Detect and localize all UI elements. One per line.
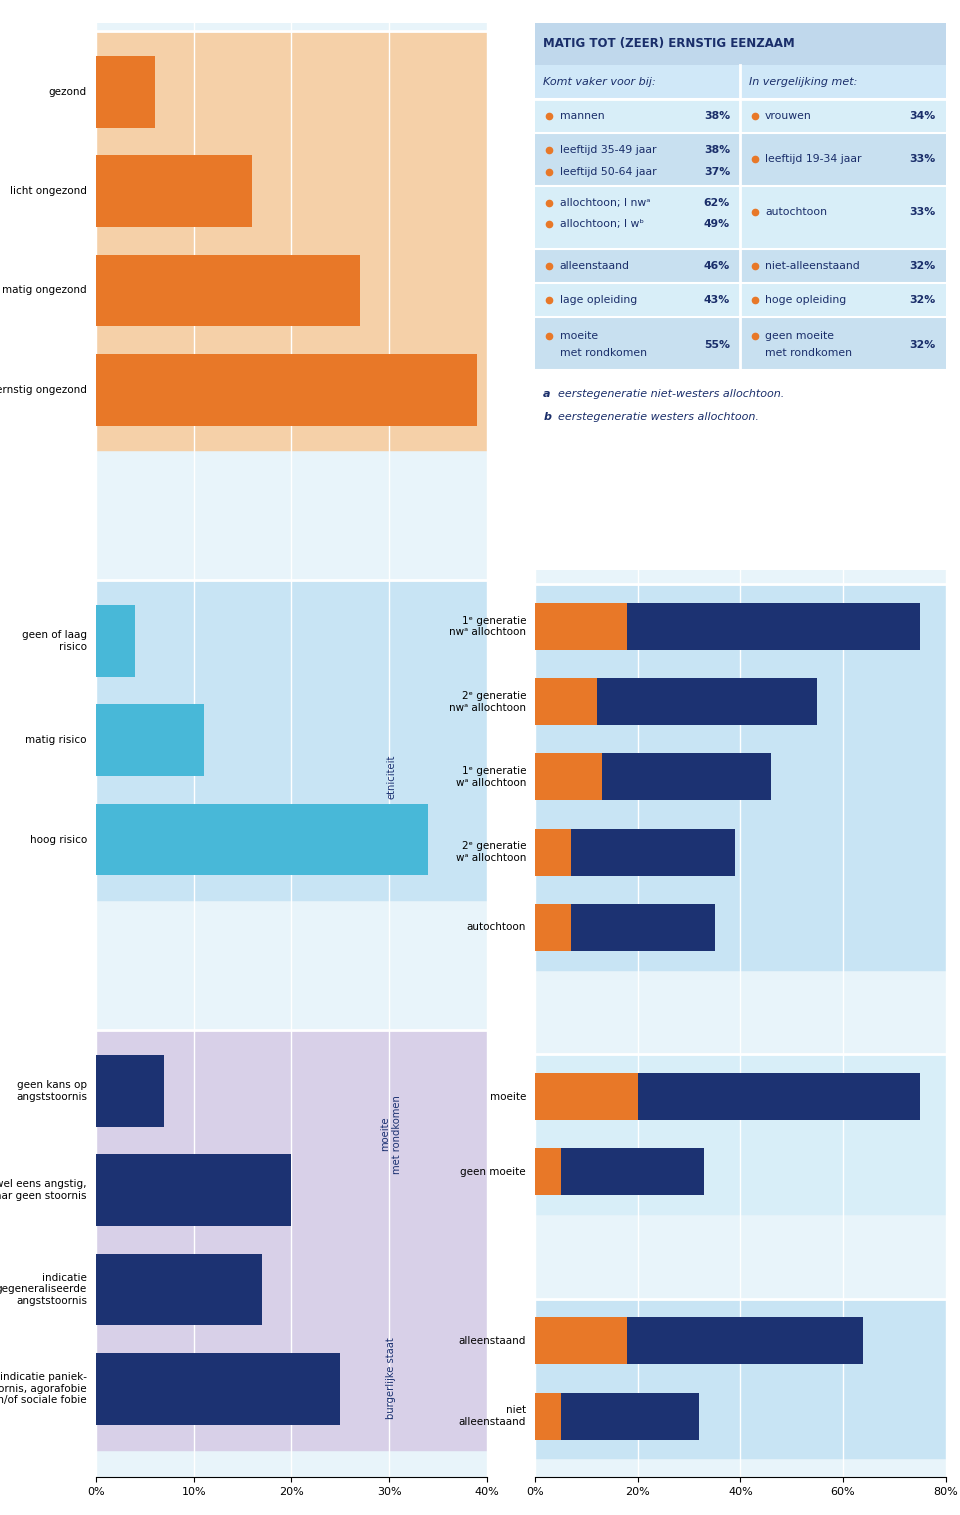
Bar (96, 1154, 292, 1226)
Bar (535, 1073, 637, 1120)
FancyBboxPatch shape (740, 133, 946, 186)
Text: 37%: 37% (704, 167, 730, 177)
Bar (96, 155, 252, 227)
Bar (535, 904, 571, 951)
Bar (561, 1392, 699, 1439)
Text: 43%: 43% (704, 295, 730, 305)
Text: mannen: mannen (560, 112, 605, 121)
Bar (96, 355, 477, 426)
Text: In vergelijking met:: In vergelijking met: (749, 77, 857, 86)
Text: autochtoon: autochtoon (765, 208, 827, 217)
Text: hoge opleiding: hoge opleiding (765, 295, 846, 305)
Bar (96, 704, 204, 776)
FancyBboxPatch shape (535, 133, 740, 186)
Text: 38%: 38% (704, 112, 730, 121)
Bar (96, 1054, 164, 1127)
FancyBboxPatch shape (740, 248, 946, 283)
Bar (571, 904, 714, 951)
Bar (96, 804, 428, 876)
Bar (628, 1318, 863, 1365)
Bar (96, 30, 487, 450)
Text: moeite
met rondkomen: moeite met rondkomen (380, 1095, 402, 1174)
Text: eerstegeneratie niet-westers allochtoon.: eerstegeneratie niet-westers allochtoon. (558, 388, 784, 398)
Bar (535, 1298, 946, 1459)
Text: 32%: 32% (909, 261, 935, 271)
Bar (535, 679, 597, 726)
Text: b: b (543, 412, 551, 423)
Text: met rondkomen: met rondkomen (560, 348, 647, 358)
Text: 38%: 38% (704, 145, 730, 155)
Text: 62%: 62% (704, 197, 730, 208)
Bar (96, 580, 487, 900)
Bar (96, 255, 360, 326)
Bar (561, 1148, 705, 1195)
Text: etniciteit: etniciteit (386, 754, 396, 800)
Text: a: a (543, 388, 551, 398)
Bar (535, 1054, 946, 1214)
Text: niet-alleenstaand: niet-alleenstaand (765, 261, 860, 271)
Bar (535, 1148, 561, 1195)
Text: burgerlijke staat: burgerlijke staat (386, 1338, 396, 1420)
Text: MATIG TOT (ZEER) ERNSTIG EENZAAM: MATIG TOT (ZEER) ERNSTIG EENZAAM (543, 38, 795, 50)
FancyBboxPatch shape (535, 98, 740, 133)
Bar (535, 753, 602, 800)
Text: 32%: 32% (909, 339, 935, 350)
FancyBboxPatch shape (535, 283, 740, 317)
Text: 33%: 33% (909, 208, 935, 217)
Text: 46%: 46% (704, 261, 730, 271)
Bar (597, 679, 817, 726)
FancyBboxPatch shape (535, 23, 946, 65)
Text: 32%: 32% (909, 295, 935, 305)
FancyBboxPatch shape (535, 65, 946, 98)
Text: moeite: moeite (560, 330, 598, 341)
Text: 49%: 49% (704, 220, 730, 229)
FancyBboxPatch shape (740, 283, 946, 317)
Text: Komt vaker voor bij:: Komt vaker voor bij: (543, 77, 656, 86)
FancyBboxPatch shape (535, 186, 740, 248)
Bar (535, 585, 946, 970)
Text: met rondkomen: met rondkomen (765, 348, 852, 358)
Text: 55%: 55% (704, 339, 730, 350)
Text: lage opleiding: lage opleiding (560, 295, 636, 305)
Bar (96, 1353, 341, 1424)
Text: leeftijd 50-64 jaar: leeftijd 50-64 jaar (560, 167, 657, 177)
Bar (535, 603, 628, 650)
FancyBboxPatch shape (535, 317, 740, 370)
Text: leeftijd 35-49 jaar: leeftijd 35-49 jaar (560, 145, 657, 155)
FancyBboxPatch shape (535, 248, 740, 283)
FancyBboxPatch shape (740, 186, 946, 248)
FancyBboxPatch shape (740, 98, 946, 133)
Text: allochtoon; l nwᵃ: allochtoon; l nwᵃ (560, 197, 650, 208)
Bar (96, 1030, 487, 1450)
Bar (571, 829, 735, 876)
FancyBboxPatch shape (740, 317, 946, 370)
Text: vrouwen: vrouwen (765, 112, 812, 121)
Bar (96, 604, 135, 677)
Text: 34%: 34% (909, 112, 935, 121)
Bar (96, 56, 155, 127)
Text: leeftijd 19-34 jaar: leeftijd 19-34 jaar (765, 155, 861, 165)
Text: alleenstaand: alleenstaand (560, 261, 630, 271)
Text: allochtoon; l wᵇ: allochtoon; l wᵇ (560, 220, 644, 229)
Bar (535, 1392, 561, 1439)
Text: 33%: 33% (909, 155, 935, 165)
Bar (637, 1073, 920, 1120)
Text: geen moeite: geen moeite (765, 330, 834, 341)
Bar (535, 1318, 628, 1365)
Bar (535, 829, 571, 876)
Bar (96, 1253, 262, 1326)
Bar (628, 603, 920, 650)
Text: eerstegeneratie westers allochtoon.: eerstegeneratie westers allochtoon. (558, 412, 758, 423)
Bar (602, 753, 771, 800)
